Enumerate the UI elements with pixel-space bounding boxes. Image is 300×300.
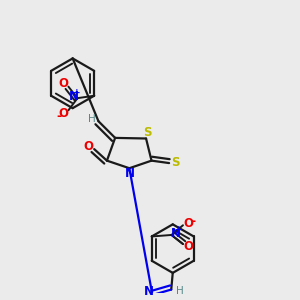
Text: O: O (58, 77, 68, 90)
Text: +: + (175, 225, 183, 234)
Text: S: S (171, 156, 179, 169)
Text: -: - (190, 214, 196, 227)
Text: O: O (183, 217, 194, 230)
Text: O: O (58, 107, 68, 120)
Text: -: - (56, 110, 61, 124)
Text: H: H (88, 114, 96, 124)
Text: N: N (143, 286, 154, 298)
Text: S: S (143, 126, 152, 139)
Text: N: N (69, 90, 79, 103)
Text: N: N (170, 227, 180, 240)
Text: N: N (125, 167, 135, 180)
Text: O: O (84, 140, 94, 153)
Text: O: O (183, 240, 194, 253)
Text: +: + (73, 88, 81, 97)
Text: H: H (176, 286, 184, 296)
